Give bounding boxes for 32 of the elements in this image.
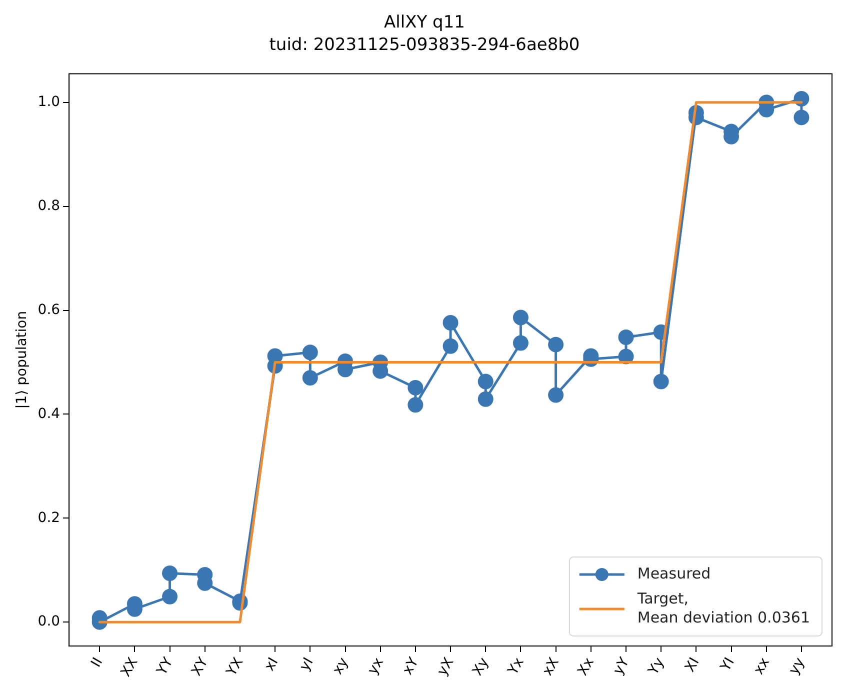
x-tick-label: Yx xyxy=(504,655,528,678)
x-tick-label: yY xyxy=(610,654,633,678)
x-tick-label: xy xyxy=(330,655,352,678)
legend-label: Measured xyxy=(637,564,711,582)
x-tick-label: xX xyxy=(540,654,563,678)
x-tick-label: YI xyxy=(717,655,738,675)
x-tick-label: XX xyxy=(118,654,142,680)
x-tick-label: Xy xyxy=(469,655,492,678)
x-tick-label: yy xyxy=(786,655,808,678)
x-tick-label: YY xyxy=(153,654,177,679)
x-tick-label: yX xyxy=(434,654,458,678)
x-tick-label: yI xyxy=(296,655,317,674)
x-tick-label: yx xyxy=(364,655,387,678)
x-tick-label: II xyxy=(88,655,106,670)
x-tick-label: xx xyxy=(750,655,773,678)
x-tick-label: YX xyxy=(223,654,247,680)
y-tick-label: 0.2 xyxy=(38,510,60,526)
y-axis-title: |1⟩ population xyxy=(14,310,30,409)
y-tick-label: 0.0 xyxy=(38,614,60,630)
legend-label: Target, Mean deviation 0.0361 xyxy=(636,589,810,626)
y-tick-label: 0.8 xyxy=(38,198,60,214)
chart-subtitle: tuid: 20231125-093835-294-6ae8b0 xyxy=(269,35,580,56)
y-tick-label: 0.6 xyxy=(38,302,60,318)
y-tick-label: 1.0 xyxy=(38,94,60,110)
x-tick-label: XI xyxy=(682,655,703,675)
y-tick-label: 0.4 xyxy=(38,406,60,422)
x-tick-label: xI xyxy=(262,655,282,674)
x-tick-label: XY xyxy=(188,654,212,679)
x-tick-label: Xx xyxy=(574,655,598,678)
x-tick-label: Yy xyxy=(644,655,668,678)
x-tick-label: xY xyxy=(400,654,422,678)
chart-title: AllXY q11 xyxy=(384,12,465,33)
